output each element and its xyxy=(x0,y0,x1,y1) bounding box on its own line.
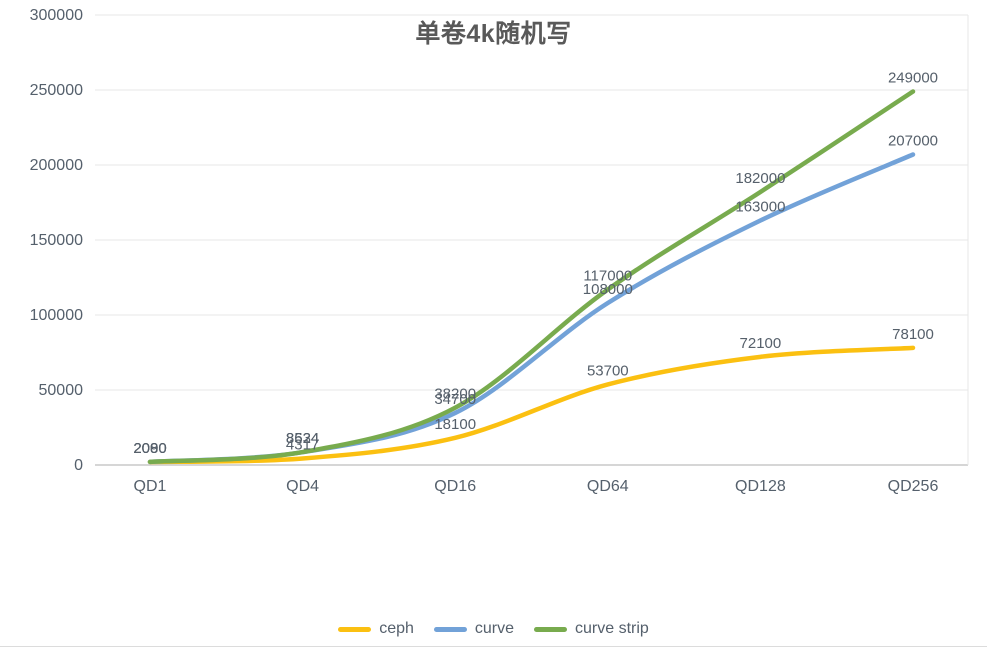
legend-label-ceph: ceph xyxy=(379,620,414,637)
data-label-curve-strip: 182000 xyxy=(735,170,785,187)
legend-label-curve-strip: curve strip xyxy=(575,620,649,637)
legend: ceph curve curve strip xyxy=(0,620,987,638)
data-label-ceph: 72100 xyxy=(740,335,782,352)
x-tick-label: QD4 xyxy=(286,478,319,495)
legend-item-curve-strip: curve strip xyxy=(534,620,649,638)
data-label-ceph: 78100 xyxy=(892,326,934,343)
y-tick-label: 150000 xyxy=(30,232,83,249)
x-axis-labels: QD1 QD4 QD16 QD64 QD128 QD256 xyxy=(134,478,939,495)
series-line-curve-strip xyxy=(147,89,916,465)
x-tick-label: QD16 xyxy=(434,478,476,495)
series-line-ceph xyxy=(147,345,916,465)
x-tick-label: QD128 xyxy=(735,478,786,495)
x-tick-label: QD1 xyxy=(134,478,167,495)
legend-item-curve: curve xyxy=(433,620,515,638)
data-label-curve-strip: 8624 xyxy=(286,430,319,447)
y-tick-label: 300000 xyxy=(30,7,83,24)
data-label-curve: 108000 xyxy=(583,281,633,298)
x-tick-label: QD256 xyxy=(888,478,939,495)
data-label-curve: 34700 xyxy=(434,391,476,408)
y-tick-label: 0 xyxy=(74,457,83,474)
legend-swatch-ceph xyxy=(338,626,372,632)
data-labels: 2000 4317 18100 53700 72100 78100 2080 8534 3470… xyxy=(133,70,938,458)
data-label-curve-strip: 2090 xyxy=(133,440,166,457)
x-tick-label: QD64 xyxy=(587,478,629,495)
data-label-curve: 163000 xyxy=(735,199,785,216)
y-tick-label: 200000 xyxy=(30,157,83,174)
data-label-curve: 2080 xyxy=(133,440,166,457)
y-tick-label: 100000 xyxy=(30,307,83,324)
chart-title: 单卷4k随机写 xyxy=(415,20,572,48)
series-lines xyxy=(147,89,916,465)
legend-swatch-curve-strip xyxy=(534,626,568,632)
legend-swatch-curve xyxy=(433,626,467,632)
y-tick-label: 250000 xyxy=(30,82,83,99)
legend-item-ceph: ceph xyxy=(338,620,414,638)
y-tick-label: 50000 xyxy=(39,382,84,399)
data-label-ceph: 4317 xyxy=(286,437,319,454)
data-label-curve-strip: 249000 xyxy=(888,70,938,87)
series-line-curve xyxy=(147,152,916,465)
data-label-ceph: 53700 xyxy=(587,362,629,379)
legend-label-curve: curve xyxy=(474,620,515,637)
data-label-curve-strip: 117000 xyxy=(583,268,632,285)
data-label-curve: 207000 xyxy=(888,133,938,150)
gridlines: 0 50000 100000 150000 200000 250000 300000 xyxy=(30,7,969,474)
bottom-divider xyxy=(0,646,987,647)
data-label-curve: 8534 xyxy=(286,430,319,447)
data-label-ceph: 2000 xyxy=(133,440,166,457)
data-label-curve-strip: 38200 xyxy=(434,386,476,403)
data-label-ceph: 18100 xyxy=(434,416,476,433)
